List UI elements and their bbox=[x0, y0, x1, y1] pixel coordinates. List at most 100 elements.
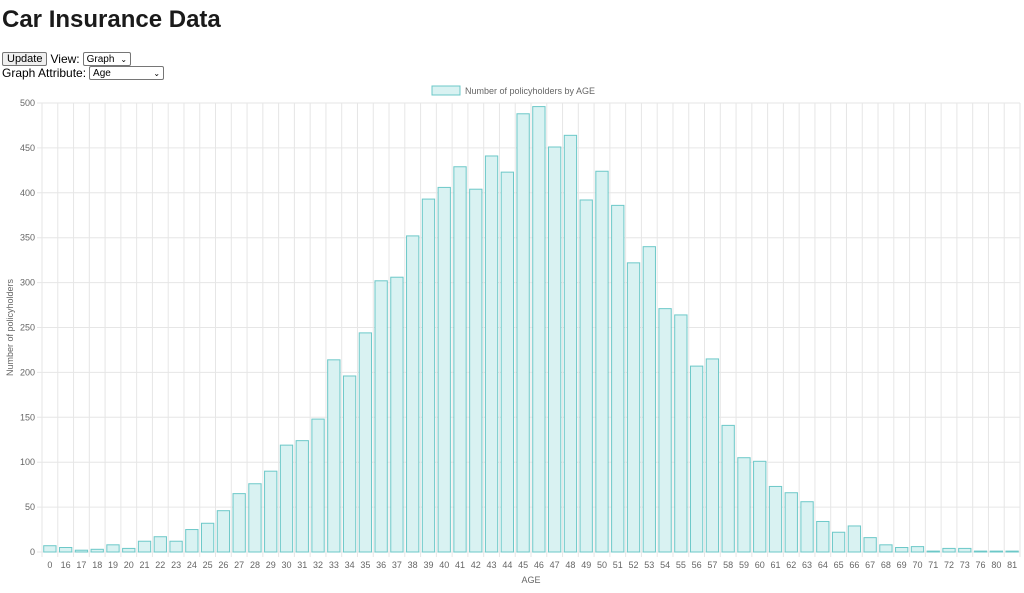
bar[interactable] bbox=[516, 113, 530, 553]
bar[interactable] bbox=[973, 550, 988, 553]
bar[interactable] bbox=[989, 550, 1003, 553]
bar[interactable] bbox=[169, 540, 183, 553]
bar[interactable] bbox=[548, 146, 562, 553]
x-tick-label: 62 bbox=[786, 560, 796, 570]
view-select[interactable]: Graph ⌄ bbox=[82, 52, 131, 66]
bar[interactable] bbox=[847, 525, 862, 553]
x-tick-label: 0 bbox=[47, 560, 52, 570]
update-button[interactable]: Update bbox=[2, 52, 48, 66]
x-tick-label: 65 bbox=[834, 560, 844, 570]
bar[interactable] bbox=[90, 548, 104, 553]
x-tick-label: 57 bbox=[707, 560, 717, 570]
bar[interactable] bbox=[753, 460, 767, 553]
bar[interactable] bbox=[831, 531, 846, 553]
bar[interactable] bbox=[532, 106, 546, 553]
x-tick-label: 38 bbox=[408, 560, 418, 570]
x-tick-label: 59 bbox=[739, 560, 749, 570]
x-tick-label: 33 bbox=[329, 560, 339, 570]
bar[interactable] bbox=[879, 544, 893, 553]
x-tick-label: 19 bbox=[108, 560, 118, 570]
graph-attribute-select[interactable]: Age ⌄ bbox=[89, 66, 165, 80]
bar[interactable] bbox=[784, 492, 798, 553]
bar[interactable] bbox=[816, 520, 830, 553]
x-tick-label: 31 bbox=[297, 560, 307, 570]
bar[interactable] bbox=[926, 550, 940, 553]
view-label: View: bbox=[50, 52, 80, 66]
x-tick-label: 76 bbox=[976, 560, 986, 570]
y-tick-label: 0 bbox=[30, 547, 35, 557]
chevron-down-icon: ⌄ bbox=[120, 54, 128, 64]
bar[interactable] bbox=[311, 418, 325, 553]
bar[interactable] bbox=[689, 365, 704, 553]
bar[interactable] bbox=[484, 155, 499, 553]
bar[interactable] bbox=[1005, 550, 1019, 553]
bar[interactable] bbox=[106, 544, 120, 553]
x-tick-label: 36 bbox=[376, 560, 386, 570]
controls-row-view: Update View: Graph ⌄ bbox=[2, 52, 131, 66]
bar-chart: 0 50 100 150 200 250 300 350 400 450 500 0 16 17 18 19… bbox=[5, 85, 1021, 585]
x-tick-label: 55 bbox=[676, 560, 686, 570]
bar[interactable] bbox=[910, 546, 925, 553]
y-tick-label: 150 bbox=[20, 412, 35, 422]
x-tick-label: 68 bbox=[881, 560, 891, 570]
bar[interactable] bbox=[642, 246, 656, 553]
chart-grid bbox=[37, 102, 1021, 557]
bar[interactable] bbox=[374, 280, 388, 553]
bar[interactable] bbox=[358, 332, 373, 553]
x-tick-label: 73 bbox=[960, 560, 970, 570]
bar[interactable] bbox=[279, 444, 294, 553]
x-tick-label: 25 bbox=[203, 560, 213, 570]
bar[interactable] bbox=[579, 199, 593, 553]
bar[interactable] bbox=[863, 537, 877, 553]
bar[interactable] bbox=[563, 134, 578, 553]
bar[interactable] bbox=[421, 198, 436, 553]
bar[interactable] bbox=[74, 549, 89, 553]
bar[interactable] bbox=[721, 424, 735, 553]
x-tick-label: 21 bbox=[140, 560, 150, 570]
bar[interactable] bbox=[768, 485, 783, 553]
x-tick-label: 43 bbox=[487, 560, 497, 570]
bar[interactable] bbox=[437, 186, 451, 553]
bar[interactable] bbox=[137, 540, 152, 553]
bar[interactable] bbox=[248, 483, 262, 553]
x-axis-label: AGE bbox=[521, 575, 540, 585]
bar[interactable] bbox=[595, 170, 609, 553]
legend-swatch bbox=[431, 85, 461, 96]
y-tick-label: 100 bbox=[20, 457, 35, 467]
bar[interactable] bbox=[200, 522, 215, 553]
bar[interactable] bbox=[500, 171, 514, 553]
bar[interactable] bbox=[264, 470, 278, 553]
bar[interactable] bbox=[327, 359, 341, 553]
bar[interactable] bbox=[737, 457, 751, 553]
x-tick-label: 39 bbox=[423, 560, 433, 570]
bar[interactable] bbox=[59, 547, 73, 553]
bar[interactable] bbox=[216, 510, 231, 553]
x-tick-label: 46 bbox=[534, 560, 544, 570]
bar[interactable] bbox=[800, 501, 814, 553]
x-tick-label: 67 bbox=[865, 560, 875, 570]
x-tick-label: 60 bbox=[755, 560, 765, 570]
bar[interactable] bbox=[295, 440, 309, 553]
bar[interactable] bbox=[43, 545, 57, 553]
bar[interactable] bbox=[942, 547, 956, 553]
bar[interactable] bbox=[626, 262, 641, 553]
chart-bars bbox=[43, 106, 1019, 553]
bar[interactable] bbox=[390, 276, 404, 553]
bar[interactable] bbox=[705, 358, 720, 553]
x-tick-label: 58 bbox=[723, 560, 733, 570]
bar[interactable] bbox=[895, 547, 909, 553]
bar[interactable] bbox=[122, 547, 136, 553]
bar[interactable] bbox=[658, 308, 672, 553]
bar[interactable] bbox=[185, 529, 199, 553]
bar[interactable] bbox=[453, 166, 467, 553]
bar[interactable] bbox=[674, 314, 688, 553]
bar[interactable] bbox=[611, 204, 625, 553]
bar[interactable] bbox=[342, 375, 357, 553]
bar[interactable] bbox=[469, 188, 483, 553]
bar[interactable] bbox=[232, 493, 246, 553]
x-tick-label: 23 bbox=[171, 560, 181, 570]
bar[interactable] bbox=[406, 235, 420, 553]
bar[interactable] bbox=[958, 547, 972, 553]
bar[interactable] bbox=[153, 536, 167, 553]
x-tick-label: 40 bbox=[439, 560, 449, 570]
